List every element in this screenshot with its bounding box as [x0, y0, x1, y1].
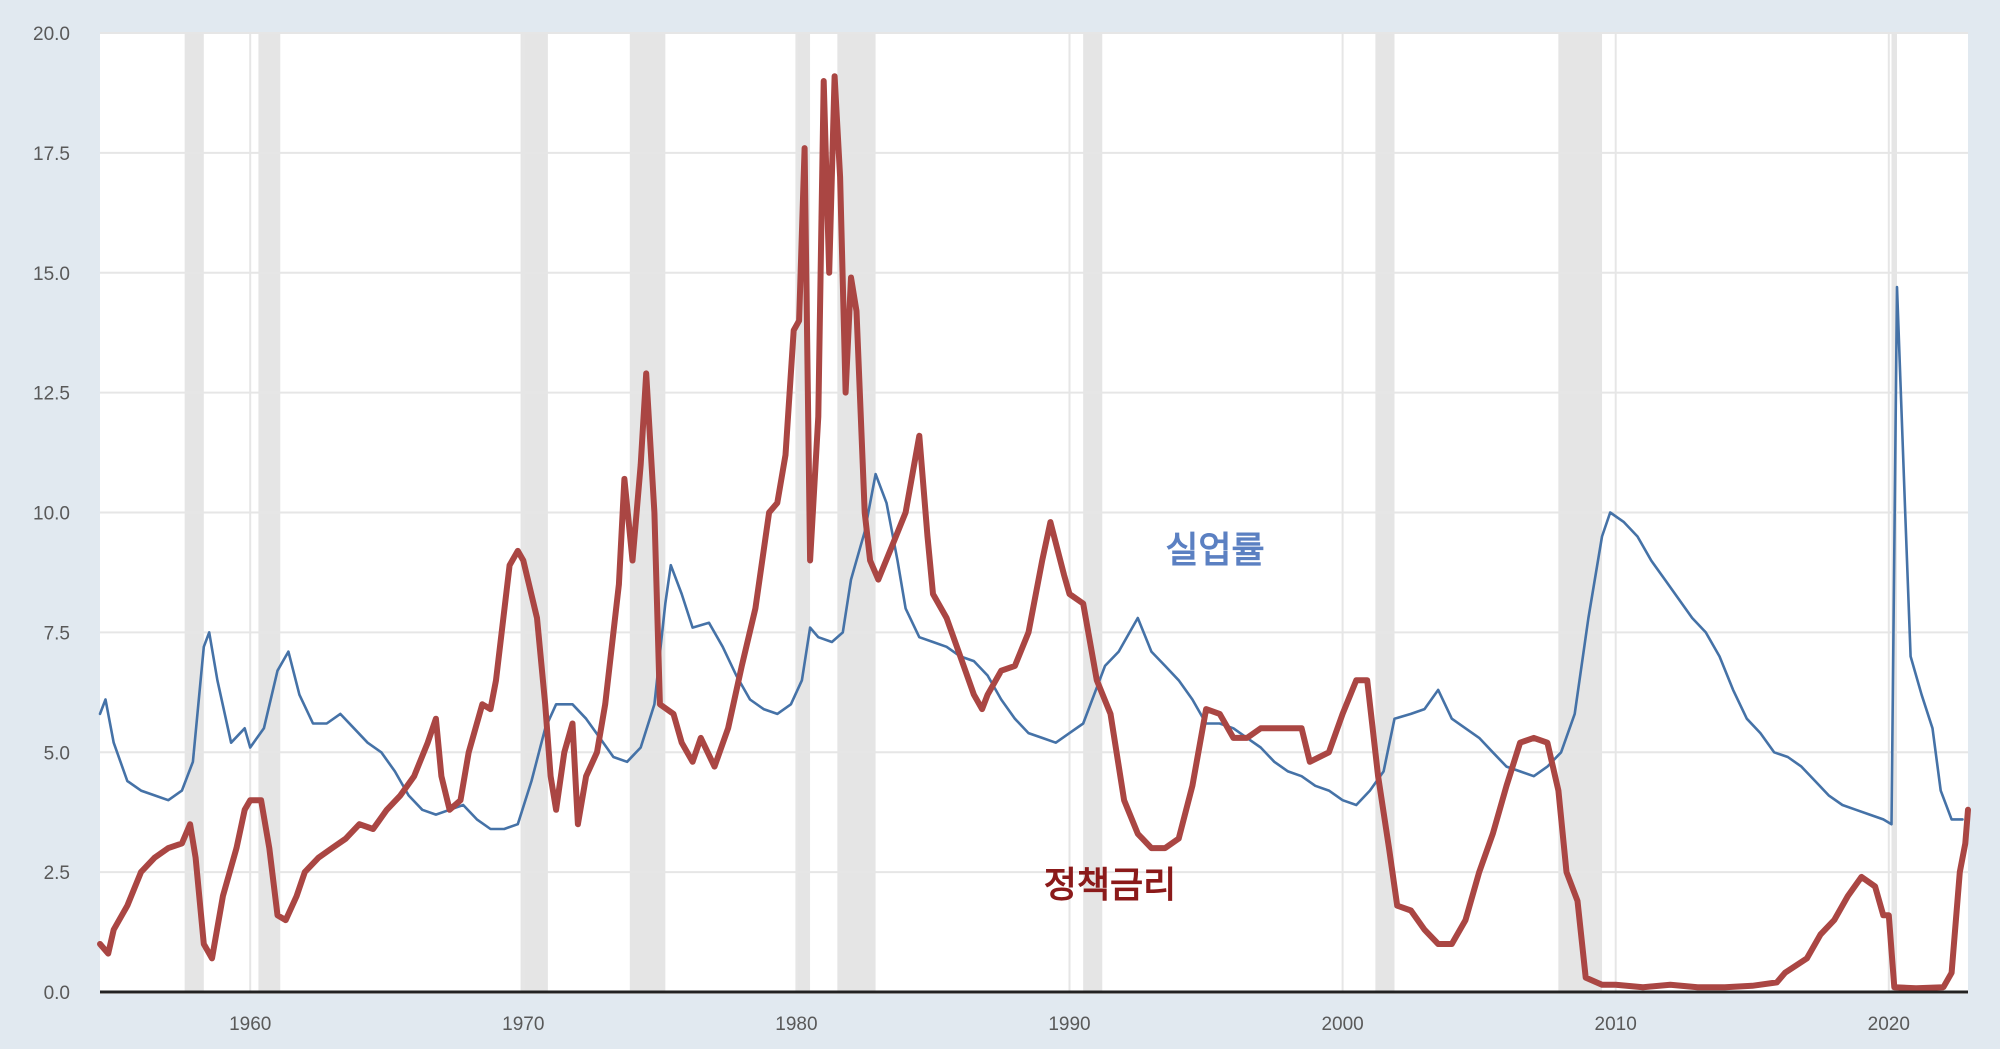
- gridlines: [100, 32, 1968, 992]
- y-tick-label: 17.5: [33, 144, 70, 165]
- x-tick-label: 1970: [502, 1014, 544, 1035]
- y-tick-label: 0.0: [44, 983, 70, 1004]
- y-tick-label: 20.0: [33, 24, 70, 45]
- series-lines: [97, 73, 1971, 992]
- y-tick-label: 15.0: [33, 264, 70, 285]
- y-tick-label: 12.5: [33, 384, 70, 405]
- x-tick-label: 2000: [1321, 1014, 1363, 1035]
- tick-labels: 0.0 2.5 5.0 7.5 10.0 12.5 15.0 17.5 20.0 1960 1970…: [33, 24, 1910, 1035]
- x-tick-label: 2020: [1868, 1014, 1910, 1035]
- series-line-0: [98, 285, 1964, 831]
- y-tick-label: 5.0: [44, 743, 70, 764]
- x-tick-label: 1960: [229, 1014, 271, 1035]
- series-line-1: [97, 73, 1971, 992]
- series-label-unemployment: 실업률: [1165, 530, 1264, 571]
- y-tick-label: 10.0: [33, 504, 70, 525]
- x-tick-label: 1990: [1048, 1014, 1090, 1035]
- y-tick-label: 2.5: [44, 863, 70, 884]
- series-label-policy-rate: 정책금리: [1044, 865, 1176, 906]
- x-tick-label: 1980: [775, 1014, 817, 1035]
- y-tick-label: 7.5: [44, 623, 70, 644]
- x-tick-label: 2010: [1595, 1014, 1637, 1035]
